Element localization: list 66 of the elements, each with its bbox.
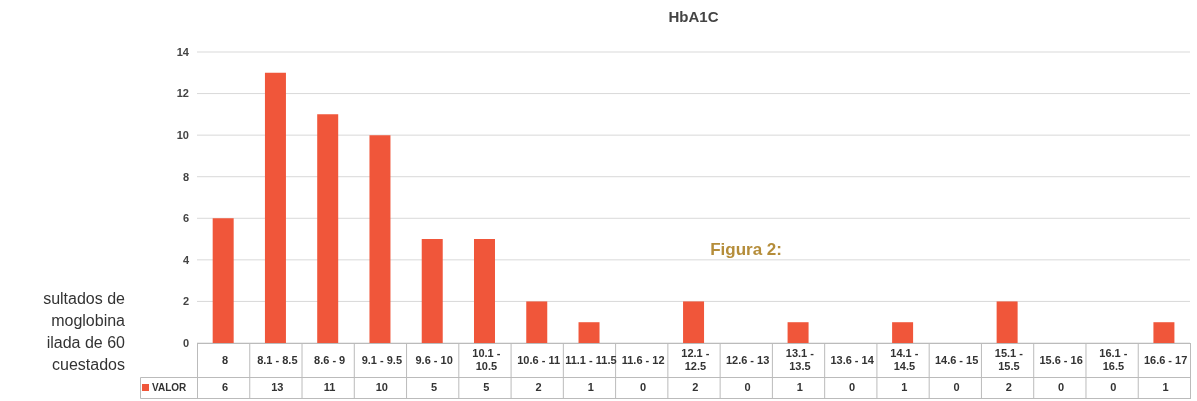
data-label: 0 [639,380,648,395]
text: sultados de [43,290,125,308]
x-tick-label: 15.6 - 16 [1038,352,1084,368]
annotation: Figura 2: [710,240,782,260]
text: moglobina [51,312,125,330]
x-tick-label: 16.1 - 16.5 [1098,346,1129,374]
data-label: 1 [795,380,804,395]
data-label: 1 [900,380,909,395]
data-label: 0 [1109,380,1118,395]
x-tick-label: 14.6 - 15 [933,352,980,368]
y-tick-label: 6 [182,212,189,225]
bar [421,239,443,343]
x-tick-label: 8.1 - 8.5 [256,352,299,368]
bar [578,322,600,343]
x-tick-label: 16.6 - 17 [1142,352,1189,368]
x-tick-label: 15.1 - 15.5 [993,346,1024,374]
x-tick-label: 13.6 - 14 [829,352,875,368]
x-tick-label: 11.1 - 11.5 [564,352,617,368]
y-tick-label: 12 [176,87,189,100]
data-label: 0 [848,380,857,395]
x-tick-label: 9.6 - 10 [414,352,454,368]
data-label: 0 [952,380,961,395]
data-label: 1 [1161,380,1170,395]
x-tick-label: 14.1 - 14.5 [889,346,920,374]
data-label: 2 [691,380,700,395]
bar [683,301,705,343]
chart-title: HbA1C [667,8,720,25]
x-tick-label: 13.1 - 13.5 [784,346,815,374]
bar [264,72,286,343]
x-tick-label: 8.6 - 9 [313,352,347,368]
bar [212,218,234,343]
bar [996,301,1018,343]
bar [1153,322,1175,343]
data-label: 5 [482,380,491,395]
y-tick-label: 10 [176,129,189,142]
data-label: 2 [1004,380,1013,395]
bar [526,301,548,343]
x-tick-label: 8 [221,352,230,368]
y-tick-label: 8 [182,170,189,183]
data-label: 2 [534,380,543,395]
data-label: 0 [1057,380,1066,395]
text: cuestados [52,356,125,374]
bar [892,322,914,343]
data-label: 11 [322,380,337,395]
y-tick-label: 0 [182,336,189,349]
data-label: 5 [430,380,439,395]
data-label: 10 [374,380,389,395]
bar [473,239,495,343]
bar [317,114,339,343]
bar [787,322,809,343]
data-label: 13 [270,380,285,395]
data-label: 1 [586,380,595,395]
x-tick-label: 10.1 - 10.5 [471,346,502,374]
x-tick-label: 10.6 - 11 [516,352,562,368]
y-tick-label: 2 [182,295,189,308]
x-tick-label: 12.1 - 12.5 [680,346,711,374]
text: ilada de 60 [46,334,125,352]
x-tick-label: 9.1 - 9.5 [360,352,404,368]
y-tick-label: 4 [182,253,190,266]
data-label: 6 [221,380,230,395]
bar [369,135,391,343]
x-tick-label: 11.6 - 12 [620,352,666,368]
data-label: 0 [743,380,752,395]
x-tick-label: 12.6 - 13 [724,352,771,368]
legend-label: VALOR [151,380,188,395]
y-tick-label: 14 [176,45,190,58]
